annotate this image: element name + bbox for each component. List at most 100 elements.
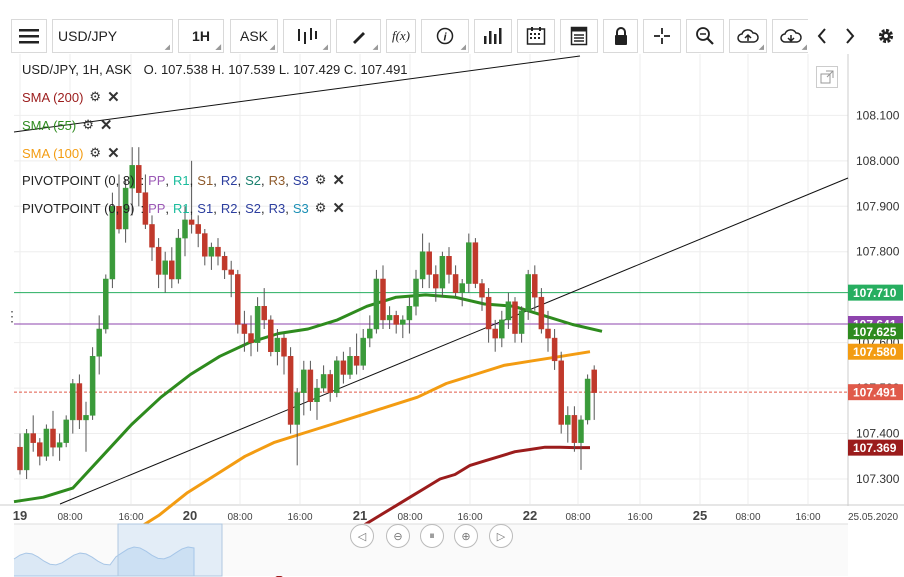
x-tick-label: 16:00 [457,512,482,523]
timeframe-label: 1H [192,28,210,44]
calendar-icon [526,27,546,45]
candle [162,260,168,275]
pivot-2-r1: R1 [173,200,190,216]
draw-tool-button[interactable]: ◢ [336,19,381,53]
chart-area[interactable]: 108.100108.000107.900107.800107.600107.5… [0,54,904,577]
chevron-left-icon [817,28,826,44]
reset-zoom-button[interactable]: ⏸ [420,524,444,548]
candle [485,296,492,330]
pivot-1-s3: S3 [292,172,309,188]
open-label: O. [143,62,158,77]
candle [334,360,340,393]
scroll-right-button[interactable]: ▷ [489,524,513,548]
price-tag-label: 107.580 [853,345,897,359]
document-icon [570,26,588,46]
ohlc-header: USD/JPY, 1H, ASK O. 107.538 H. 107.539 L… [22,62,408,77]
info-icon: i [436,27,454,45]
candle [505,301,512,321]
crosshair-icon [654,28,670,44]
gear-icon[interactable]: ⚙ [314,172,327,187]
lock-button[interactable] [603,19,638,53]
price-chart[interactable]: 108.100108.000107.900107.800107.600107.5… [0,54,904,577]
scroll-back-button[interactable] [808,19,835,53]
y-tick-label: 107.900 [856,199,900,213]
legend-sma-55: SMA (55) ⚙ ✕ [22,116,112,134]
template-button[interactable] [560,19,598,53]
close-icon[interactable]: ✕ [107,145,120,162]
candle [122,187,129,230]
candle [268,319,274,352]
chart-toolbar: USD/JPY ◢ 1H ◢ ASK ◢ ◢ ◢ f(x) i ◢ ◢ ◢ [0,0,904,54]
candle [96,328,102,357]
pivot-1-r1: R1 [173,172,190,188]
pivot-2-pp: PP [148,200,166,216]
candle [30,433,36,443]
candle [202,233,208,257]
candle [70,383,76,421]
trend-line [59,177,849,505]
crosshair-button[interactable] [643,19,681,53]
settings-button[interactable] [872,19,900,53]
candle [116,206,122,230]
candle [215,246,221,257]
candle [419,251,426,280]
candle [63,419,69,443]
candle [228,269,234,275]
download-button[interactable]: ◢ [772,19,810,53]
low-value: 107.429 [293,62,341,77]
candle [195,224,201,234]
candle [261,306,267,321]
candle [23,433,30,471]
symbol-selector[interactable]: USD/JPY ◢ [52,19,173,53]
chart-type-button[interactable]: ◢ [283,19,331,53]
gear-icon[interactable]: ⚙ [89,145,102,160]
sma-100-label: SMA (100) [22,145,84,161]
candle [492,328,498,339]
x-tick-label: 22 [523,508,537,523]
svg-text:i: i [443,32,447,44]
close-icon[interactable]: ✕ [107,89,120,106]
zoom-button[interactable] [686,19,724,53]
scroll-left-button[interactable]: ◁ [350,524,374,548]
x-tick-label: 08:00 [735,512,760,523]
pivot-1-label: PIVOTPOINT (0, 8) [22,172,135,188]
indicators-button[interactable]: f(x) [386,19,416,53]
y-tick-label: 107.800 [856,245,900,259]
candle [340,360,347,375]
candle [584,378,591,421]
close-icon[interactable]: ✕ [332,172,345,189]
hamburger-icon [19,29,39,44]
gear-icon[interactable]: ⚙ [314,200,327,215]
candle [406,306,413,321]
pivot-2-r2: R2 [220,200,238,216]
gear-icon[interactable]: ⚙ [89,89,102,104]
candle [413,278,419,307]
popout-button[interactable] [816,66,838,88]
info-button[interactable]: i ◢ [421,19,469,53]
y-tick-label: 108.000 [856,154,900,168]
x-tick-label: 19 [13,508,27,523]
candle [393,315,399,325]
volume-button[interactable] [474,19,512,53]
menu-button[interactable] [11,19,47,53]
gear-icon[interactable]: ⚙ [82,117,94,132]
fx-label: f(x) [391,28,411,43]
close-icon[interactable]: ✕ [332,200,345,217]
candle [360,337,366,366]
candle [169,260,175,280]
candle [188,219,195,225]
candle [558,360,564,425]
calendar-button[interactable] [517,19,555,53]
zoom-in-button[interactable]: ⊕ [454,524,478,548]
popout-icon [820,70,834,84]
close-icon[interactable]: ✕ [99,117,113,134]
timeframe-selector[interactable]: 1H ◢ [178,19,224,53]
upload-button[interactable]: ◢ [729,19,767,53]
candle [136,165,142,193]
scroll-forward-button[interactable] [836,19,863,53]
candle [499,319,505,339]
candle [327,374,333,393]
zoom-out-button[interactable]: ⊖ [386,524,410,548]
price-side-selector[interactable]: ASK ◢ [230,19,278,53]
candle [307,369,314,402]
